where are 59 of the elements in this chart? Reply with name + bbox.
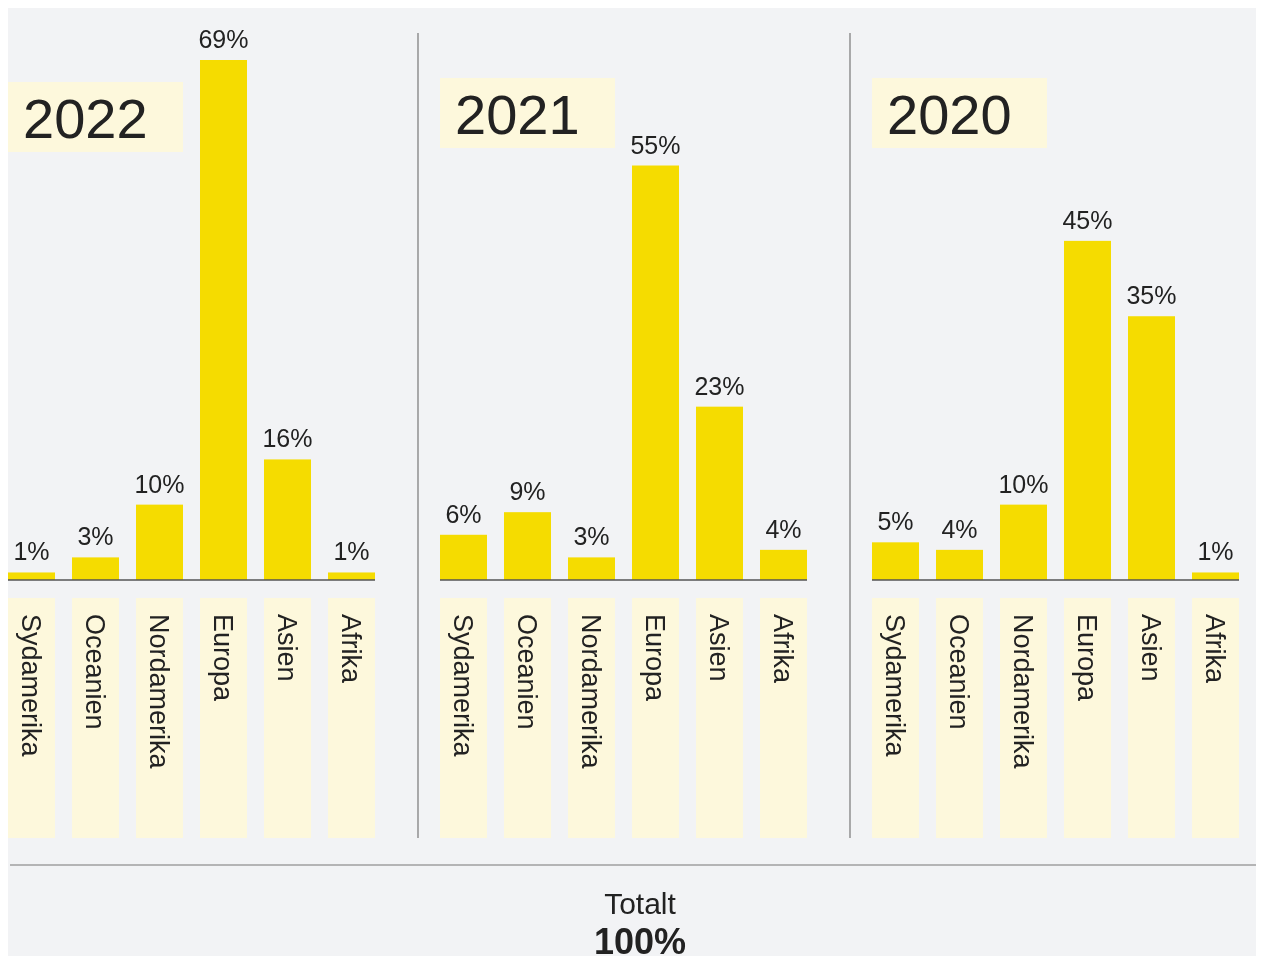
x-tick-label: Asien bbox=[271, 614, 302, 682]
data-label: 69% bbox=[198, 25, 249, 53]
x-tick-label: Oceanien bbox=[943, 614, 974, 730]
x-tick-label: Nordamerika bbox=[1007, 614, 1038, 770]
data-label: 45% bbox=[1062, 205, 1113, 234]
bar bbox=[760, 549, 807, 580]
x-tick-label: Sydamerika bbox=[879, 614, 910, 758]
data-label: 10% bbox=[998, 469, 1049, 498]
x-tick-label: Sydamerika bbox=[15, 614, 46, 758]
text: 100% bbox=[593, 921, 687, 962]
bar bbox=[328, 572, 375, 580]
bar bbox=[1064, 240, 1111, 580]
data-label: 5% bbox=[877, 507, 914, 536]
bar bbox=[1000, 504, 1047, 580]
x-tick-label: Europa bbox=[639, 614, 670, 703]
data-label: 4% bbox=[765, 514, 802, 543]
x-tick-label: Nordamerika bbox=[575, 614, 606, 770]
data-label: 35% bbox=[1126, 281, 1177, 310]
bar bbox=[8, 572, 55, 580]
data-label: 55% bbox=[630, 130, 681, 159]
data-label: 6% bbox=[445, 499, 482, 528]
text: 2022 bbox=[23, 87, 148, 150]
text: Totalt bbox=[604, 887, 677, 920]
x-tick-label: Oceanien bbox=[511, 614, 542, 730]
bar bbox=[440, 534, 487, 580]
bar bbox=[936, 549, 983, 580]
data-label: 9% bbox=[509, 477, 546, 506]
data-label: 1% bbox=[13, 537, 50, 566]
data-label: 16% bbox=[262, 424, 313, 453]
bar bbox=[1128, 316, 1175, 580]
data-label: 4% bbox=[941, 514, 978, 543]
x-tick-label: Afrika bbox=[335, 614, 366, 684]
data-label: 3% bbox=[573, 522, 610, 551]
x-tick-label: Sydamerika bbox=[447, 614, 478, 758]
data-label: 3% bbox=[77, 522, 114, 551]
x-tick-label: Afrika bbox=[767, 614, 798, 684]
data-label: 1% bbox=[333, 537, 370, 566]
x-tick-label: Asien bbox=[1135, 614, 1166, 682]
x-tick-label: Europa bbox=[207, 614, 238, 703]
data-label: 1% bbox=[1197, 537, 1234, 566]
bar bbox=[136, 504, 183, 580]
bar bbox=[872, 542, 919, 580]
chart-title: 2021 bbox=[455, 83, 580, 146]
x-tick-label: Oceanien bbox=[79, 614, 110, 730]
chart-title: 2020 bbox=[887, 83, 1012, 146]
x-tick-label: Europa bbox=[1071, 614, 1102, 703]
bar bbox=[504, 512, 551, 580]
data-label: 10% bbox=[134, 469, 185, 498]
data-label: 23% bbox=[694, 371, 745, 400]
bar bbox=[72, 557, 119, 580]
bar bbox=[264, 459, 311, 580]
bar bbox=[200, 60, 247, 580]
bar bbox=[632, 165, 679, 580]
bar bbox=[696, 406, 743, 580]
x-tick-label: Afrika bbox=[1199, 614, 1230, 684]
bar bbox=[1192, 572, 1239, 580]
x-tick-label: Asien bbox=[703, 614, 734, 682]
bar bbox=[568, 557, 615, 580]
x-tick-label: Nordamerika bbox=[143, 614, 174, 770]
